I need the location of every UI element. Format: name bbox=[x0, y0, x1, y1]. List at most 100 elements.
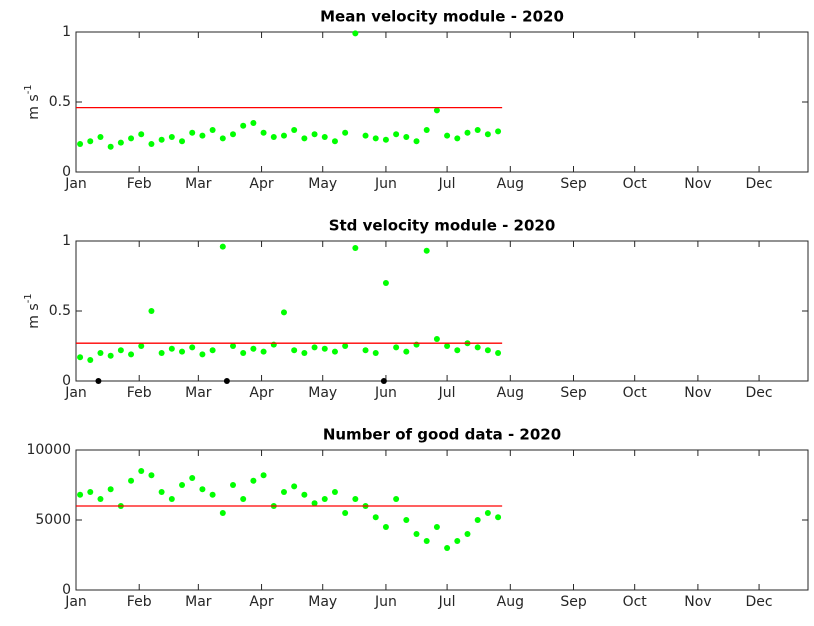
x-tick-label: Mar bbox=[185, 385, 212, 401]
data-point bbox=[209, 127, 216, 133]
data-point bbox=[138, 131, 145, 138]
data-point bbox=[372, 350, 379, 356]
data-point bbox=[495, 128, 502, 135]
data-point bbox=[301, 350, 308, 356]
data-point bbox=[311, 344, 318, 351]
x-tick-label: Dec bbox=[746, 385, 773, 401]
data-point bbox=[342, 343, 349, 349]
x-tick-label: Jul bbox=[438, 176, 456, 192]
data-point bbox=[250, 120, 257, 126]
x-tick-label: Aug bbox=[497, 594, 524, 610]
data-point bbox=[382, 280, 389, 286]
data-point bbox=[352, 245, 359, 251]
x-tick-label: Aug bbox=[497, 385, 524, 401]
data-point bbox=[250, 477, 257, 484]
data-point bbox=[148, 308, 155, 314]
data-point bbox=[454, 538, 461, 544]
data-point bbox=[331, 138, 338, 145]
x-tick-label: Oct bbox=[623, 176, 648, 192]
data-point bbox=[423, 127, 430, 133]
x-tick-label: Jul bbox=[438, 385, 456, 401]
data-point bbox=[474, 344, 481, 351]
data-point bbox=[423, 538, 430, 544]
data-point bbox=[128, 351, 135, 358]
data-point bbox=[168, 134, 175, 140]
data-point bbox=[97, 496, 104, 502]
chart-title: Mean velocity module - 2020 bbox=[320, 8, 564, 26]
data-point bbox=[403, 134, 410, 140]
data-point bbox=[280, 309, 287, 316]
x-tick-label: Oct bbox=[623, 594, 648, 610]
data-point bbox=[107, 143, 114, 150]
data-point bbox=[311, 500, 318, 507]
data-point bbox=[107, 352, 114, 359]
data-point bbox=[260, 472, 267, 479]
data-point bbox=[331, 489, 338, 495]
x-tick-label: Apr bbox=[249, 385, 273, 401]
data-point bbox=[158, 350, 165, 356]
plot-area bbox=[75, 449, 809, 591]
x-tick-label: May bbox=[308, 176, 337, 192]
x-tick-label: Nov bbox=[684, 385, 711, 401]
data-point bbox=[158, 136, 165, 143]
data-point bbox=[342, 129, 349, 136]
x-tick-label: Apr bbox=[249, 176, 273, 192]
y-axis-label-sup: -1 bbox=[23, 293, 34, 303]
data-point bbox=[321, 345, 328, 352]
data-point bbox=[454, 347, 461, 354]
x-tick-label: Jan bbox=[64, 594, 87, 610]
data-point bbox=[230, 131, 237, 138]
data-point bbox=[250, 345, 257, 352]
data-point bbox=[148, 472, 155, 479]
y-tick-label: 0.5 bbox=[49, 303, 71, 319]
y-axis-label-sup: -1 bbox=[23, 84, 34, 94]
data-point bbox=[97, 350, 104, 356]
x-tick-label: Mar bbox=[185, 176, 212, 192]
y-tick-label: 0 bbox=[62, 164, 71, 180]
data-point bbox=[413, 341, 420, 348]
data-point bbox=[138, 468, 145, 474]
data-point bbox=[158, 489, 165, 495]
y-axis-label: m s-1 bbox=[23, 84, 42, 119]
x-tick-label: Oct bbox=[623, 385, 648, 401]
y-axis-label-text: m s bbox=[26, 303, 42, 328]
data-point bbox=[393, 496, 400, 502]
data-point bbox=[240, 122, 247, 129]
y-tick-label: 1 bbox=[62, 233, 71, 249]
y-tick-label: 1 bbox=[62, 24, 71, 40]
y-tick-label: 5000 bbox=[35, 512, 71, 528]
data-point bbox=[321, 134, 328, 140]
data-point bbox=[484, 347, 491, 354]
data-point bbox=[240, 496, 247, 502]
data-point bbox=[464, 129, 471, 136]
data-point bbox=[393, 131, 400, 138]
x-tick-label: Feb bbox=[127, 594, 152, 610]
x-tick-label: Jun bbox=[374, 176, 397, 192]
x-tick-label: Nov bbox=[684, 594, 711, 610]
data-point bbox=[77, 141, 84, 147]
data-point bbox=[77, 354, 84, 361]
data-point bbox=[342, 510, 349, 516]
data-point bbox=[474, 127, 481, 133]
data-point bbox=[270, 134, 277, 140]
data-point bbox=[128, 135, 135, 142]
x-tick-label: Sep bbox=[560, 594, 587, 610]
y-axis-label-text: m s bbox=[26, 94, 42, 119]
data-point bbox=[464, 531, 471, 537]
x-tick-label: Nov bbox=[684, 176, 711, 192]
data-point bbox=[77, 491, 84, 498]
data-point bbox=[87, 138, 94, 145]
y-tick-label: 0 bbox=[62, 373, 71, 389]
data-point bbox=[230, 343, 237, 349]
data-point bbox=[495, 350, 502, 356]
x-tick-label: Mar bbox=[185, 594, 212, 610]
data-point bbox=[179, 348, 186, 355]
data-point bbox=[413, 138, 420, 145]
data-point bbox=[138, 343, 145, 349]
data-point bbox=[107, 486, 114, 493]
x-tick-label: Dec bbox=[746, 594, 773, 610]
data-point bbox=[362, 347, 369, 354]
data-point bbox=[199, 132, 206, 139]
data-point bbox=[413, 531, 420, 537]
data-point bbox=[260, 129, 267, 136]
